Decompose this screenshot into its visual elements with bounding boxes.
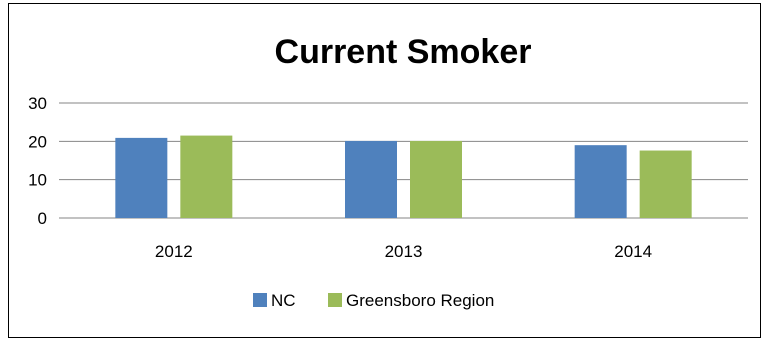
x-tick-label: 2014 <box>614 242 652 261</box>
bar-greensboro-region-2013 <box>410 140 462 218</box>
gridlines <box>59 102 748 219</box>
x-axis-ticks: 2012 2013 2014 <box>155 242 652 261</box>
x-tick-label: 2013 <box>385 242 423 261</box>
bar-nc-2013 <box>345 140 397 218</box>
chart-title: Current Smoker <box>275 33 532 71</box>
bar-greensboro-region-2012 <box>180 135 233 218</box>
x-tick-label: 2012 <box>155 242 193 261</box>
legend: NC Greensboro Region <box>253 291 494 310</box>
y-tick-label: 10 <box>28 171 47 190</box>
bar-nc-2014 <box>574 145 627 218</box>
y-tick-label: 20 <box>28 132 47 151</box>
bar-nc-2012 <box>115 137 168 218</box>
bars <box>115 135 692 218</box>
legend-swatch-greensboro-region <box>328 293 342 307</box>
bar-greensboro-region-2014 <box>639 150 692 218</box>
legend-swatch-nc <box>253 293 267 307</box>
legend-label: Greensboro Region <box>346 291 494 310</box>
legend-label: NC <box>271 291 296 310</box>
y-axis-ticks: 0 10 20 30 <box>28 94 47 228</box>
y-tick-label: 30 <box>28 94 47 113</box>
y-tick-label: 0 <box>38 209 47 228</box>
